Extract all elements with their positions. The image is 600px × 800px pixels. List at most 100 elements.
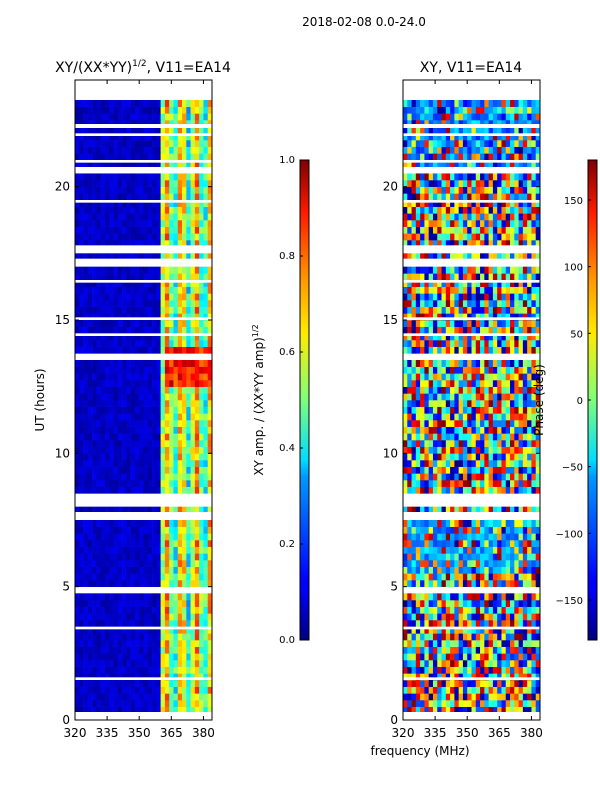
heatmap-cell <box>488 526 494 534</box>
heatmap-cell <box>420 680 425 687</box>
heatmap-cell <box>527 520 532 527</box>
heatmap-cell <box>156 306 161 314</box>
heatmap-cell <box>501 593 507 601</box>
heatmap-cell <box>407 400 412 407</box>
heatmap-cell <box>177 440 183 447</box>
heatmap-cell <box>462 426 468 434</box>
heatmap-cell <box>407 526 412 534</box>
heatmap-cell <box>160 680 166 687</box>
heatmap-cell <box>134 706 140 714</box>
heatmap-cell <box>407 280 412 287</box>
heatmap-cell <box>199 520 204 527</box>
heatmap-cell <box>535 240 540 247</box>
heatmap-cell <box>458 593 464 601</box>
heatmap-cell <box>134 380 140 387</box>
heatmap-cell <box>458 666 464 674</box>
heatmap-cell <box>467 446 472 454</box>
heatmap-cell <box>531 480 537 487</box>
heatmap-cell <box>411 606 417 614</box>
heatmap-cell <box>203 213 209 221</box>
heatmap-cell <box>139 426 144 434</box>
heatmap-cell <box>488 333 494 341</box>
heatmap-cell <box>450 660 455 667</box>
heatmap-cell <box>458 540 464 547</box>
heatmap-cell <box>488 380 494 387</box>
heatmap-cell <box>458 606 464 614</box>
heatmap-cell <box>415 633 421 641</box>
heatmap-cell <box>194 320 200 327</box>
heatmap-cell <box>143 340 149 347</box>
heatmap-cell <box>518 560 524 567</box>
heatmap-cell <box>203 653 209 661</box>
heatmap-cell <box>100 553 106 561</box>
heatmap-cell <box>173 220 179 227</box>
heatmap-cell <box>480 480 485 487</box>
heatmap-cell <box>169 380 174 387</box>
heatmap-cell <box>147 206 153 214</box>
heatmap-cell <box>432 560 438 567</box>
heatmap-cell <box>458 440 464 447</box>
heatmap-cell <box>514 226 519 234</box>
heatmap-cell <box>471 673 477 681</box>
heatmap-cell <box>437 346 442 354</box>
heatmap-cell <box>407 560 412 567</box>
heatmap-cell <box>420 200 425 207</box>
heatmap-cell <box>113 146 119 154</box>
heatmap-cell <box>173 206 179 214</box>
heatmap-cell <box>535 480 540 487</box>
heatmap-cell <box>432 673 438 681</box>
heatmap-cell <box>113 360 119 367</box>
heatmap-cell <box>156 706 161 714</box>
heatmap-cell <box>186 646 191 654</box>
heatmap-cell <box>156 446 161 454</box>
heatmap-cell <box>122 480 127 487</box>
heatmap-cell <box>134 580 140 587</box>
heatmap-cell <box>104 520 110 527</box>
heatmap-cell <box>177 546 183 554</box>
heatmap-cell <box>96 173 101 181</box>
heatmap-cell <box>126 413 131 421</box>
heatmap-cell <box>143 686 149 694</box>
heatmap-cell <box>501 480 507 487</box>
heatmap-cell <box>450 473 455 481</box>
heatmap-cell <box>147 306 153 314</box>
heatmap-cell <box>207 473 212 481</box>
heatmap-cell <box>87 646 93 654</box>
heatmap-cell <box>492 453 498 461</box>
heatmap-cell <box>152 600 157 607</box>
heatmap-cell <box>152 233 157 241</box>
heatmap-cell <box>173 533 179 541</box>
heatmap-cell <box>437 473 442 481</box>
heatmap-cell <box>169 606 174 614</box>
heatmap-cell <box>92 533 97 541</box>
heatmap-cell <box>134 173 140 181</box>
heatmap-cell <box>403 380 408 387</box>
heatmap-cell <box>92 573 97 581</box>
heatmap-cell <box>147 286 153 294</box>
heatmap-cell <box>156 326 161 334</box>
heatmap-cell <box>104 366 110 374</box>
heatmap-cell <box>122 200 127 207</box>
heatmap-cell <box>186 553 191 561</box>
heatmap-cell <box>143 333 149 341</box>
heatmap-cell <box>104 346 110 354</box>
heatmap-cell <box>190 653 196 661</box>
heatmap-cell <box>471 393 477 401</box>
heatmap-cell <box>100 180 106 187</box>
heatmap-cell <box>190 540 196 547</box>
heatmap-cell <box>407 333 412 341</box>
heatmap-cell <box>104 600 110 607</box>
heatmap-cell <box>424 506 429 514</box>
heatmap-cell <box>79 100 84 107</box>
heatmap-cell <box>190 373 196 381</box>
heatmap-cell <box>411 253 417 261</box>
heatmap-cell <box>186 413 191 421</box>
heatmap-cell <box>134 520 140 527</box>
heatmap-cell <box>403 466 408 474</box>
data-gap <box>75 160 212 163</box>
heatmap-cell <box>411 666 417 674</box>
heatmap-cell <box>415 460 421 467</box>
heatmap-cell <box>424 400 429 407</box>
heatmap-cell <box>177 426 183 434</box>
heatmap-cell <box>441 506 447 514</box>
